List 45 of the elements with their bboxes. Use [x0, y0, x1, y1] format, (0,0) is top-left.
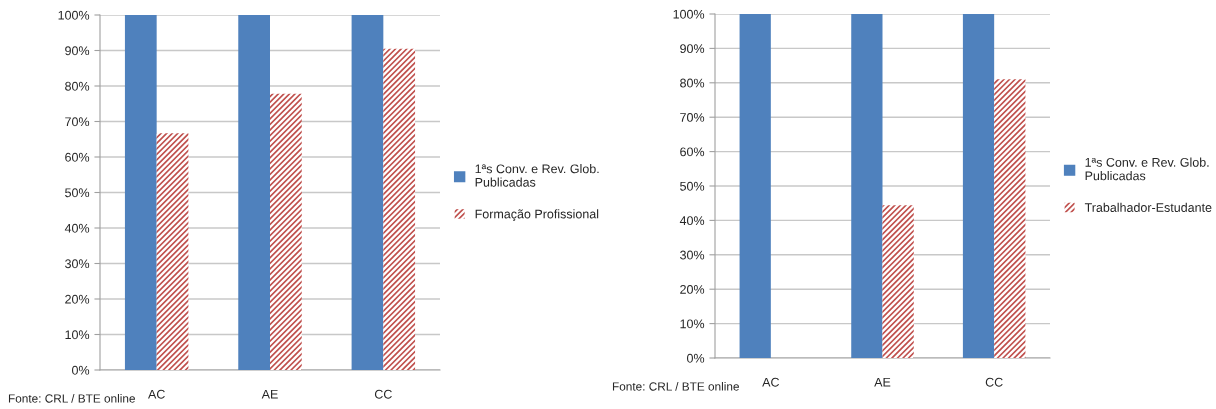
- x-tick-label: AE: [261, 389, 278, 399]
- x-tick-label: CC: [985, 377, 1003, 387]
- bar: [851, 14, 883, 358]
- y-tick-label: 80%: [680, 78, 705, 88]
- y-tick-label: 70%: [680, 113, 705, 122]
- y-tick-label: 10%: [65, 330, 90, 340]
- x-tick-label: AE: [874, 377, 891, 387]
- y-tick-label: 100%: [673, 9, 705, 19]
- legend-label: 1ªs Conv. e Rev. Glob. Publicadas: [1085, 157, 1209, 181]
- bar: [351, 15, 384, 370]
- y-tick-label: 40%: [64, 223, 90, 233]
- legend-label: Formação Profissional: [475, 209, 599, 221]
- bar: [739, 14, 771, 358]
- y-tick-label: 60%: [65, 152, 90, 162]
- y-tick-label: 0%: [72, 365, 90, 375]
- y-tick-label: 90%: [65, 46, 90, 56]
- x-tick-label: AC: [762, 377, 780, 387]
- y-tick-label: 80%: [65, 81, 90, 91]
- legend-label: Trabalhador-Estudante: [1084, 202, 1212, 212]
- bar: [238, 15, 270, 370]
- bar: [124, 15, 157, 370]
- y-tick-label: 90%: [680, 44, 705, 54]
- y-tick-label: 30%: [65, 259, 90, 269]
- bar: [882, 205, 914, 358]
- bar: [383, 48, 416, 370]
- y-tick-label: 10%: [680, 319, 705, 329]
- bar: [156, 133, 189, 370]
- y-tick-label: 20%: [65, 294, 90, 304]
- source-note: Fonte: CRL / BTE online: [612, 381, 739, 391]
- y-tick-label: 50%: [680, 181, 705, 191]
- source-note: Fonte: CRL / BTE online: [8, 393, 135, 403]
- y-tick-label: 60%: [680, 147, 705, 157]
- y-tick-label: 20%: [680, 285, 705, 294]
- bar: [994, 79, 1026, 358]
- y-tick-label: 100%: [58, 10, 90, 20]
- bar: [270, 93, 302, 370]
- y-tick-label: 40%: [679, 216, 705, 226]
- y-tick-label: 30%: [680, 250, 705, 260]
- x-tick-label: CC: [374, 389, 392, 399]
- bar: [962, 14, 995, 358]
- y-tick-label: 0%: [687, 353, 705, 363]
- y-tick-label: 70%: [65, 117, 90, 127]
- y-tick-label: 50%: [65, 188, 90, 198]
- legend-label: 1ªs Conv. e Rev. Glob. Publicadas: [475, 164, 599, 187]
- x-tick-label: AC: [148, 389, 165, 399]
